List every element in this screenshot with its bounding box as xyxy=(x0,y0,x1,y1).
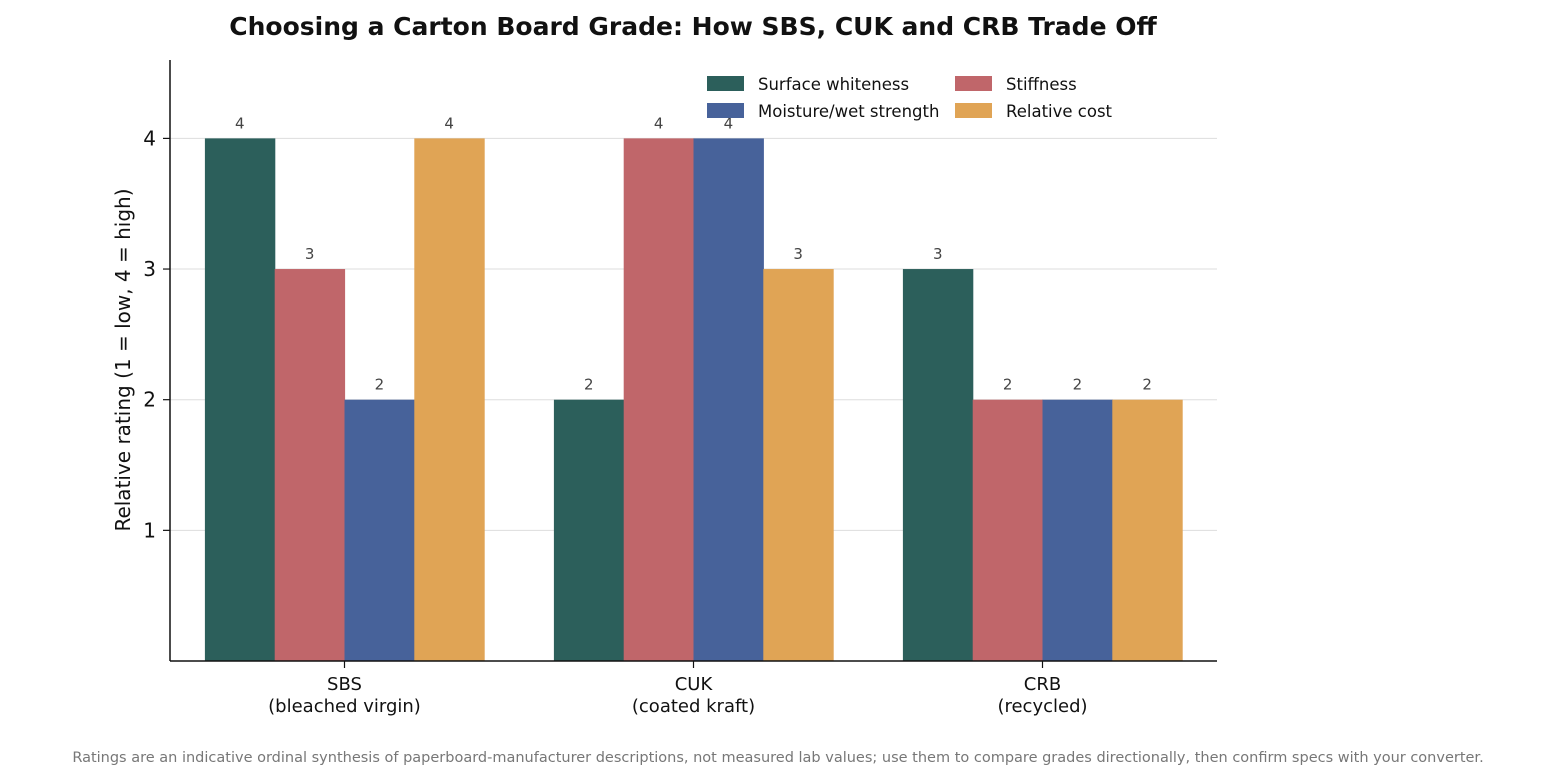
legend-swatch xyxy=(707,76,744,91)
x-tick-label: CUK xyxy=(675,674,714,695)
x-tick-label: (bleached virgin) xyxy=(268,696,421,717)
y-axis-label: Relative rating (1 = low, 4 = high) xyxy=(111,188,135,531)
y-tick-label: 1 xyxy=(143,518,156,542)
x-tick-label: (coated kraft) xyxy=(632,696,755,717)
bar-crb-2 xyxy=(972,399,1044,661)
data-label: 2 xyxy=(1073,376,1083,394)
legend-swatch xyxy=(707,103,744,118)
data-label: 4 xyxy=(724,114,734,132)
legend-label: Stiffness xyxy=(1006,75,1077,94)
data-label: 4 xyxy=(654,114,664,132)
data-labels: 4 3 2 4 2 4 4 3 3 2 2 2 xyxy=(235,114,1152,393)
bar-cuk-2 xyxy=(623,138,695,662)
data-label: 3 xyxy=(933,245,943,263)
bar-sbs-2 xyxy=(274,269,346,661)
bar-cuk-4 xyxy=(763,269,834,661)
data-label: 3 xyxy=(793,245,803,263)
bar-sbs-4 xyxy=(414,138,485,662)
data-label: 3 xyxy=(305,245,315,263)
bars xyxy=(204,138,1183,662)
tick-labels: 1 2 3 4 SBS(bleached virgin) CUK(coated kraft… xyxy=(143,126,1087,717)
bar-cuk-1 xyxy=(553,399,625,661)
legend-swatch xyxy=(955,103,992,118)
legend: Surface whiteness Stiffness Moisture/wet s… xyxy=(707,75,1113,121)
data-label: 2 xyxy=(1142,376,1152,394)
legend-label: Relative cost xyxy=(1006,102,1113,121)
legend-label: Moisture/wet strength xyxy=(758,102,939,121)
bar-sbs-1 xyxy=(204,138,276,662)
data-label: 2 xyxy=(1003,376,1013,394)
legend-swatch xyxy=(955,76,992,91)
bar-sbs-3 xyxy=(344,399,415,661)
bar-crb-1 xyxy=(902,269,974,661)
bar-cuk-3 xyxy=(693,138,764,662)
data-label: 2 xyxy=(584,376,594,394)
data-label: 4 xyxy=(444,114,454,132)
y-tick-label: 3 xyxy=(143,257,156,281)
legend-label: Surface whiteness xyxy=(758,75,909,94)
y-tick-label: 2 xyxy=(143,388,156,412)
chart-title: Choosing a Carton Board Grade: How SBS, … xyxy=(229,12,1157,41)
x-tick-label: CRB xyxy=(1024,674,1061,695)
data-label: 4 xyxy=(235,114,245,132)
x-tick-label: SBS xyxy=(327,674,362,695)
bar-crb-4 xyxy=(1112,399,1183,661)
bar-crb-3 xyxy=(1042,399,1113,661)
y-tick-label: 4 xyxy=(143,126,156,150)
footnote: Ratings are an indicative ordinal synthe… xyxy=(72,750,1483,766)
x-tick-label: (recycled) xyxy=(997,696,1087,717)
data-label: 2 xyxy=(375,376,385,394)
